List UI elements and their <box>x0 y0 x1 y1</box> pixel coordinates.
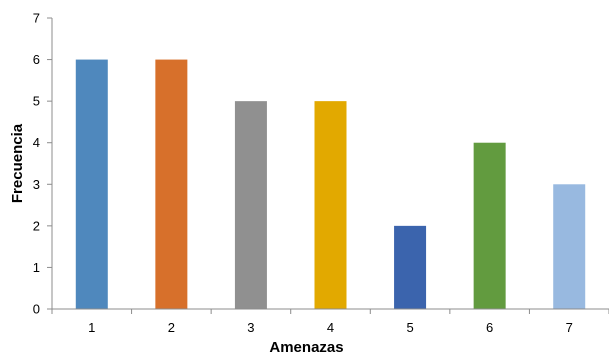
x-tick-label: 2 <box>168 320 175 335</box>
x-tick-label: 1 <box>88 320 95 335</box>
y-tick-label: 7 <box>33 11 40 26</box>
x-tick-label: 6 <box>486 320 493 335</box>
x-axis-title: Amenazas <box>269 339 343 356</box>
bar-7 <box>553 184 586 309</box>
bars <box>75 59 586 310</box>
x-tick-label: 7 <box>566 320 573 335</box>
y-axis-ticks: 0 1 2 3 4 5 6 7 <box>33 11 52 317</box>
bar-2 <box>155 59 188 310</box>
y-axis-title: Frecuencia <box>9 123 26 203</box>
y-tick-label: 2 <box>33 218 40 233</box>
y-tick-label: 6 <box>33 52 40 67</box>
bar-1 <box>75 59 108 310</box>
y-tick-label: 3 <box>33 177 40 192</box>
bar-4 <box>314 101 347 310</box>
x-axis-ticks: 1 2 3 4 5 6 7 <box>51 309 609 335</box>
y-tick-label: 1 <box>33 260 40 275</box>
x-tick-label: 4 <box>327 320 334 335</box>
bar-3 <box>234 101 267 310</box>
x-tick-label: 5 <box>406 320 413 335</box>
y-tick-label: 4 <box>33 135 40 150</box>
bar-6 <box>473 142 506 309</box>
y-tick-label: 5 <box>33 94 40 109</box>
x-tick-label: 3 <box>247 320 254 335</box>
bar-5 <box>394 225 427 309</box>
y-tick-label: 0 <box>33 302 40 317</box>
